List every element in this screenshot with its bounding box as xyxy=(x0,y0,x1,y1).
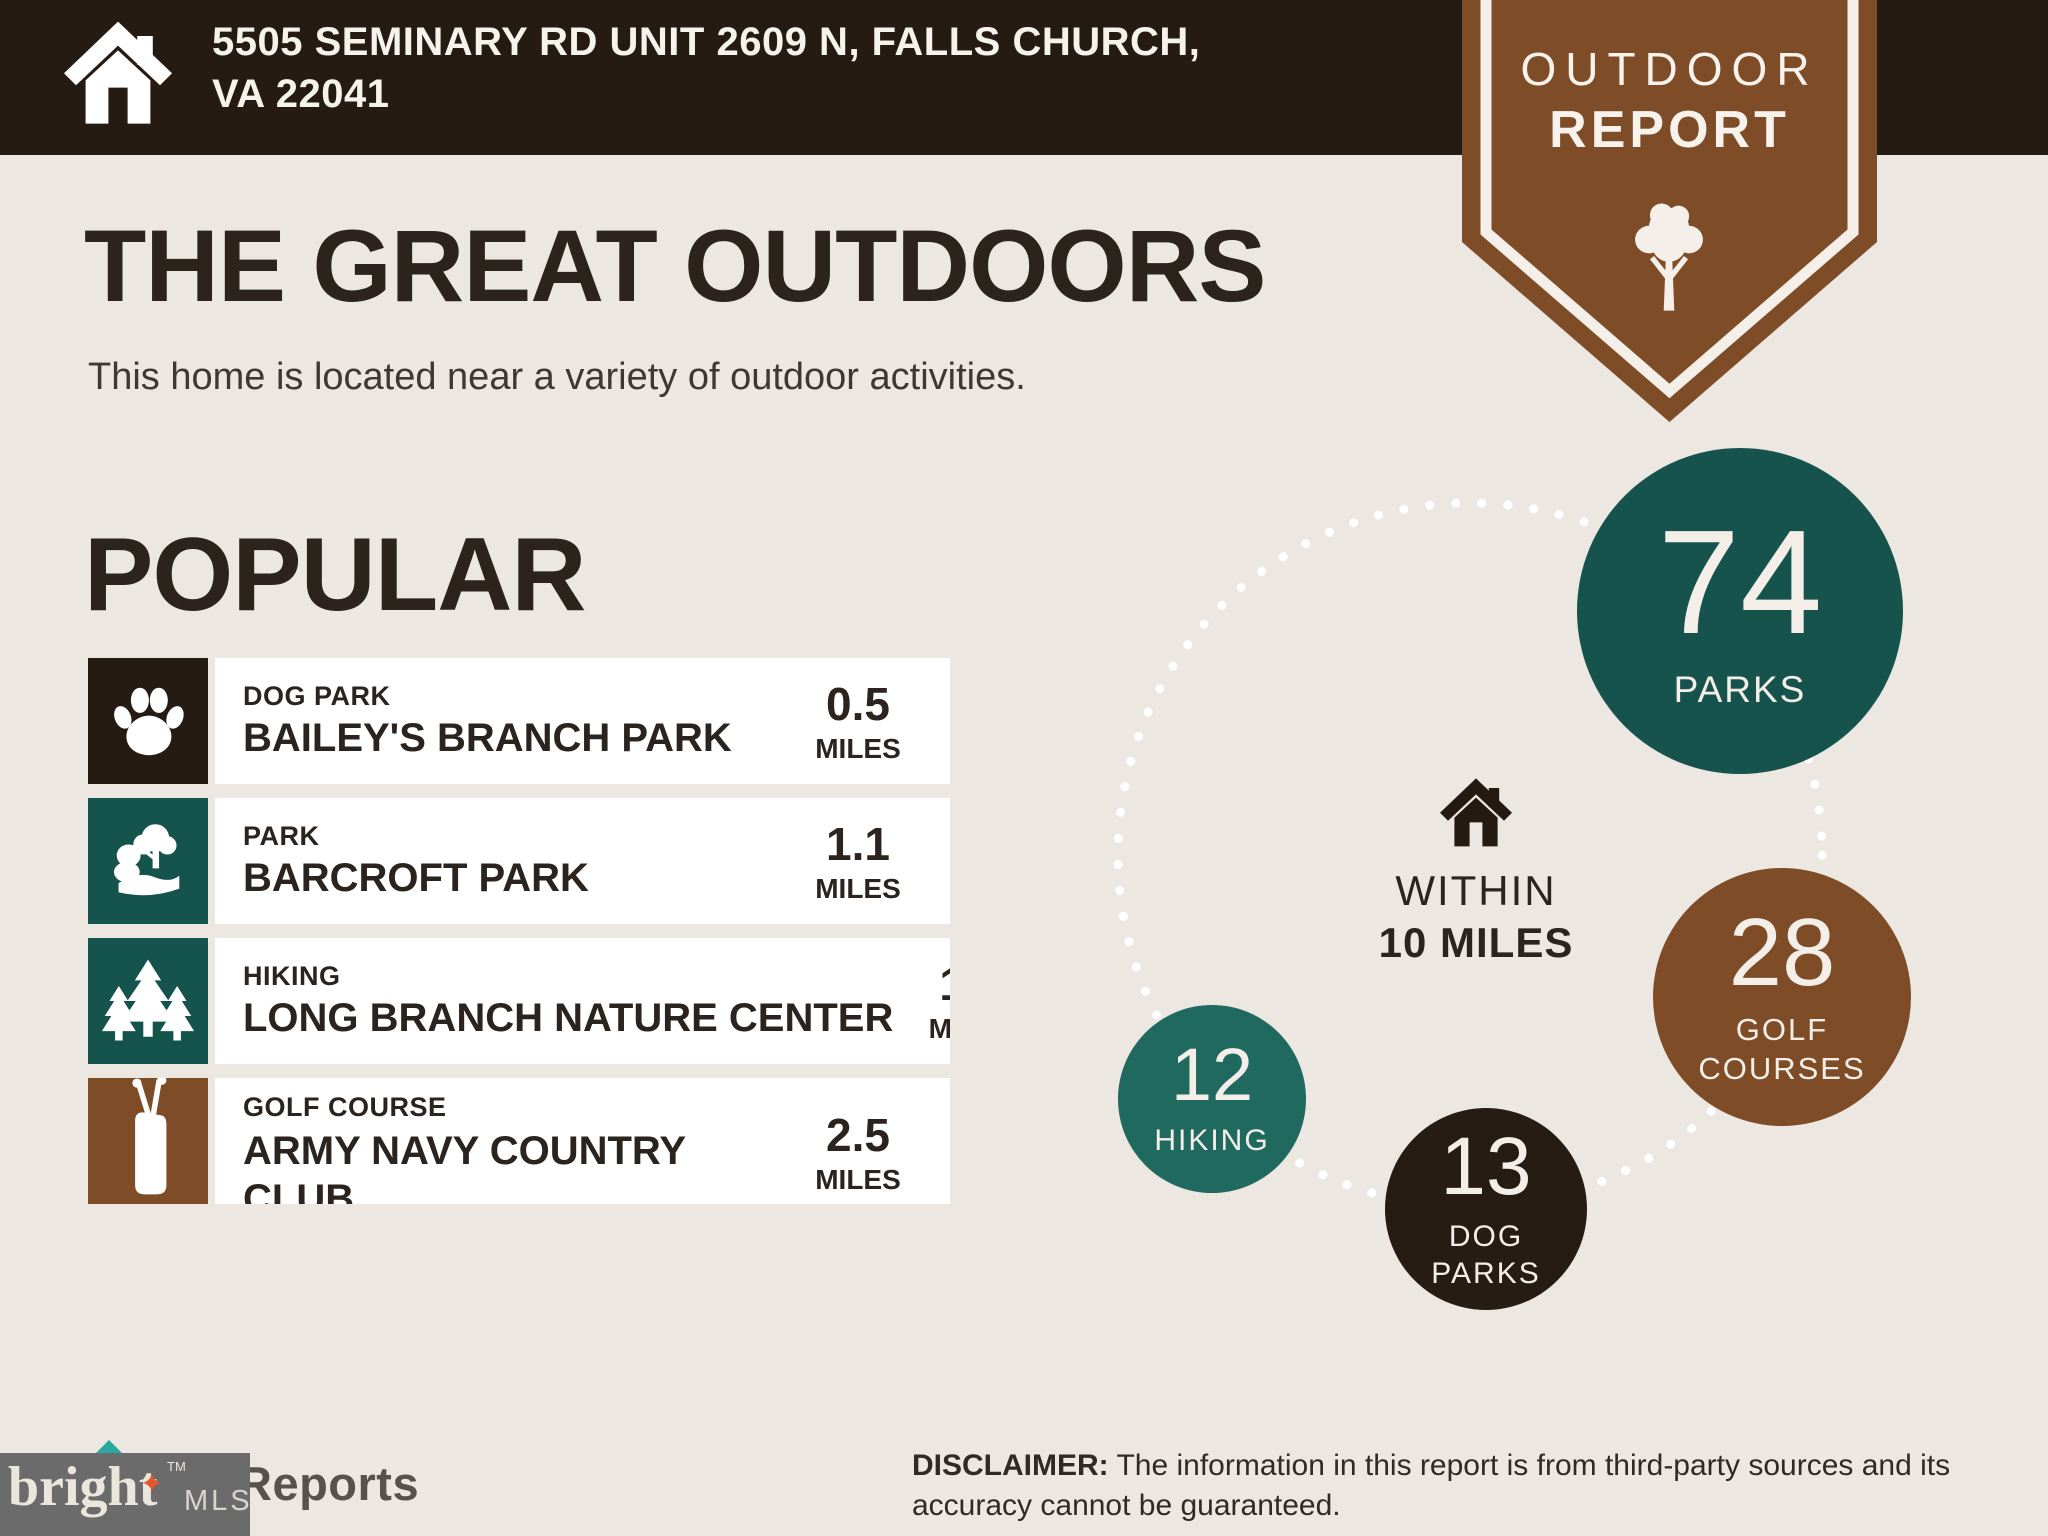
popular-heading: POPULAR xyxy=(84,517,586,633)
disclaimer-body: The information in this report is from t… xyxy=(912,1449,1951,1522)
list-item-card: HIKING LONG BRANCH NATURE CENTER 1.2 MIL… xyxy=(215,938,950,1064)
distance-unit: MILES xyxy=(815,873,901,904)
park-tree-icon xyxy=(113,824,180,896)
golf-label: GOLF COURSES xyxy=(1698,1012,1866,1086)
parks-count: 74 xyxy=(1657,499,1823,665)
golf-count-bubble: 28 GOLF COURSES xyxy=(1653,868,1911,1126)
reports-logo-roof-icon xyxy=(94,1440,124,1455)
list-item-park: PARK BARCROFT PARK 1.1 MILES xyxy=(88,798,950,924)
badge-title-line2: REPORT xyxy=(1549,101,1790,159)
list-item-dog-park: DOG PARK BAILEY'S BRANCH PARK 0.5 MILES xyxy=(88,658,950,784)
item-distance: 2.5 MILES xyxy=(788,1108,928,1196)
ten-miles-label: 10 MILES xyxy=(1378,919,1574,966)
mls-label: MLS xyxy=(184,1485,253,1517)
popular-list: DOG PARK BAILEY'S BRANCH PARK 0.5 MILES xyxy=(88,658,950,1204)
item-distance: 0.5 MILES xyxy=(788,677,928,765)
icon-box xyxy=(88,658,208,784)
dog-parks-label: DOG PARKS xyxy=(1431,1219,1541,1291)
bright-mls-watermark: bright ✦ TM MLS xyxy=(0,1453,250,1536)
list-item-hiking: HIKING LONG BRANCH NATURE CENTER 1.2 MIL… xyxy=(88,938,950,1064)
distance-value: 1.2 xyxy=(901,957,950,1011)
item-name: BARCROFT PARK xyxy=(243,856,589,900)
diagram-center: WITHIN 10 MILES xyxy=(1326,772,1626,967)
item-distance: 1.1 MILES xyxy=(788,817,928,905)
item-category: GOLF COURSE xyxy=(243,1092,447,1122)
home-icon xyxy=(64,21,172,124)
page-title: THE GREAT OUTDOORS xyxy=(84,209,1266,323)
icon-box xyxy=(88,798,208,924)
item-name: ARMY NAVY COUNTRY CLUB xyxy=(243,1129,686,1204)
hiking-count-bubble: 12 HIKING xyxy=(1118,1005,1306,1193)
list-item-card: GOLF COURSE ARMY NAVY COUNTRY CLUB 2.5 M… xyxy=(215,1078,950,1204)
reports-logo-text: Reports xyxy=(238,1457,420,1510)
trademark-symbol: TM xyxy=(167,1459,186,1474)
parks-count-bubble: 74 PARKS xyxy=(1577,448,1903,774)
list-item-golf: GOLF COURSE ARMY NAVY COUNTRY CLUB 2.5 M… xyxy=(88,1078,950,1204)
distance-unit: MILES xyxy=(928,1013,950,1044)
bright-wordmark: bright xyxy=(8,1456,158,1518)
hiking-label: HIKING xyxy=(1154,1124,1270,1158)
within-label: WITHIN xyxy=(1395,867,1557,914)
paw-icon xyxy=(114,687,184,756)
item-category: PARK xyxy=(243,821,320,851)
disclaimer-text: DISCLAIMER: The information in this repo… xyxy=(912,1446,2037,1526)
property-address: 5505 SEMINARY RD UNIT 2609 N, FALLS CHUR… xyxy=(212,20,1201,116)
page-subtitle: This home is located near a variety of o… xyxy=(88,356,1026,398)
distance-unit: MILES xyxy=(815,1164,901,1195)
distance-unit: MILES xyxy=(815,733,901,764)
pine-trees-icon xyxy=(101,959,195,1041)
item-distance: 1.2 MILES xyxy=(901,957,950,1045)
parks-label: PARKS xyxy=(1673,668,1807,710)
distance-value: 1.1 xyxy=(826,818,890,870)
item-name: LONG BRANCH NATURE CENTER xyxy=(243,996,894,1040)
distance-value: 2.5 xyxy=(826,1109,890,1161)
icon-box xyxy=(88,1078,208,1204)
list-item-card: PARK BARCROFT PARK 1.1 MILES xyxy=(215,798,950,924)
dog-parks-count-bubble: 13 DOG PARKS xyxy=(1385,1108,1587,1310)
golf-count: 28 xyxy=(1728,899,1836,1007)
disclaimer-label: DISCLAIMER: xyxy=(912,1449,1109,1482)
badge-title-line1: OUTDOOR xyxy=(1520,43,1819,95)
home-icon-center xyxy=(1440,778,1512,847)
hiking-count: 12 xyxy=(1170,1033,1254,1117)
item-name: BAILEY'S BRANCH PARK xyxy=(243,716,732,760)
list-item-card: DOG PARK BAILEY'S BRANCH PARK 0.5 MILES xyxy=(215,658,950,784)
distance-value: 0.5 xyxy=(826,678,890,730)
outdoor-report-badge: OUTDOOR REPORT xyxy=(1462,0,1877,430)
tree-icon xyxy=(1635,203,1703,311)
spark-icon: ✦ xyxy=(140,1468,164,1499)
item-category: DOG PARK xyxy=(243,681,391,711)
icon-box xyxy=(88,938,208,1064)
golf-bag-icon xyxy=(132,1078,167,1195)
item-category: HIKING xyxy=(243,961,341,991)
dog-parks-count: 13 xyxy=(1440,1120,1532,1212)
